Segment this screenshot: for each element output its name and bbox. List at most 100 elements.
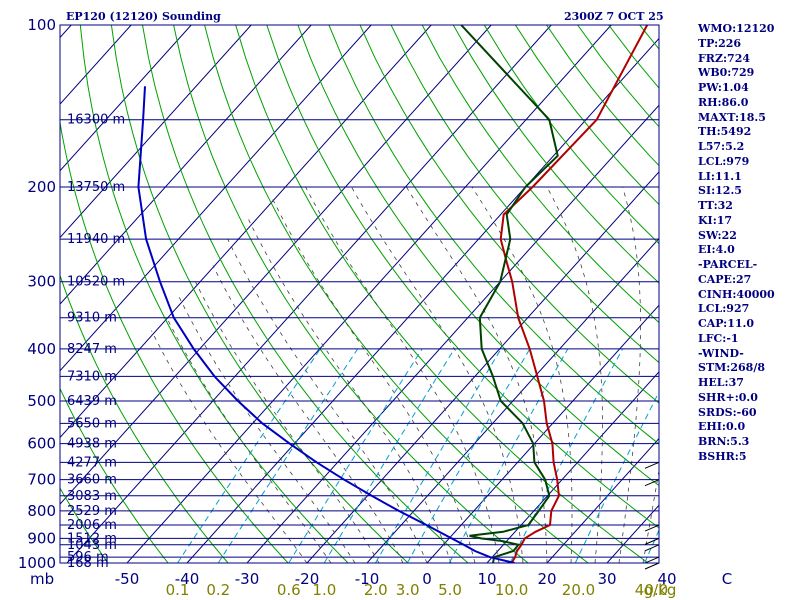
height-label: 7310 m bbox=[67, 369, 117, 384]
mixing-ratio-label: 1.0 bbox=[312, 581, 336, 599]
index-value: HEL:37 bbox=[698, 376, 744, 389]
indices-panel: WMO:12120 TP:226 FRZ:724 WB0:729 PW:1.04 RH:8… bbox=[698, 22, 798, 465]
wind-barbs bbox=[644, 461, 660, 570]
height-label: 3083 m bbox=[67, 489, 117, 504]
temperature-tick-label: -30 bbox=[235, 570, 260, 588]
plot-frame bbox=[59, 24, 660, 564]
temperature-tick-label: 30 bbox=[597, 570, 616, 588]
height-label: 596 m bbox=[67, 550, 109, 565]
pressure-tick-label: 500 bbox=[27, 392, 56, 410]
height-label: 11940 m bbox=[67, 232, 125, 247]
wind-barb bbox=[644, 537, 660, 545]
index-value: RH:86.0 bbox=[698, 95, 749, 109]
mixing-ratio-label: 0.6 bbox=[277, 581, 301, 599]
pressure-tick-label: 600 bbox=[27, 435, 56, 453]
background-lines bbox=[60, 25, 659, 563]
isotherm bbox=[60, 25, 252, 239]
height-label: 4938 m bbox=[67, 437, 117, 452]
temperature-tick-label: -10 bbox=[355, 570, 380, 588]
moist-adiabat bbox=[227, 238, 428, 563]
height-label: 16300 m bbox=[67, 113, 125, 128]
height-label: 1512 m bbox=[67, 531, 117, 546]
index-value: LCL:979 bbox=[698, 154, 750, 168]
index-value: CINH:40000 bbox=[698, 287, 775, 301]
moist-adiabat bbox=[271, 198, 476, 563]
moist-adiabat bbox=[151, 330, 308, 563]
mixing-ratio-line bbox=[217, 348, 359, 563]
index-value: L57:5.2 bbox=[698, 140, 745, 153]
mixing-ratio-label: 40.0 bbox=[635, 581, 668, 599]
moist-adiabat bbox=[178, 296, 356, 563]
pressure-tick-label: 200 bbox=[27, 178, 56, 196]
mixing-ratio-label: 10.0 bbox=[495, 581, 528, 599]
axis-labels: 0.1 0.2 0.6 1.0 2.0 3.0 5.0 10.0 20.0 40.0g/kg100… bbox=[18, 16, 732, 599]
wind-barb bbox=[644, 461, 660, 469]
index-value: EI:4.0 bbox=[698, 243, 735, 257]
index-value: -PARCEL- bbox=[698, 258, 758, 271]
isotherm bbox=[60, 25, 312, 305]
height-label: 2006 m bbox=[67, 518, 117, 533]
index-value: SI:12.5 bbox=[698, 184, 742, 198]
isotherm bbox=[60, 25, 192, 172]
height-label: 3660 m bbox=[67, 473, 117, 488]
wind-barb bbox=[644, 524, 660, 532]
index-value: BSHR:5 bbox=[698, 449, 747, 463]
isotherm bbox=[546, 437, 659, 563]
moist-adiabat bbox=[351, 186, 524, 563]
index-value: LFC:-1 bbox=[698, 331, 739, 345]
isotherm bbox=[60, 25, 372, 372]
height-label: 4277 m bbox=[67, 455, 117, 470]
height-label: 10520 m bbox=[67, 275, 125, 290]
pressure-tick-label: 700 bbox=[27, 471, 56, 489]
temperature-tick-label: 40 bbox=[657, 570, 676, 588]
temperature-tick-label: -20 bbox=[295, 570, 320, 588]
dry-adiabat bbox=[79, 25, 349, 563]
height-label: 8247 m bbox=[67, 342, 117, 357]
index-value: KI:17 bbox=[698, 213, 733, 227]
isotherm bbox=[60, 25, 492, 505]
isotherm bbox=[66, 25, 552, 563]
wind-barb bbox=[644, 562, 660, 570]
pressure-tick-label: 1000 bbox=[18, 554, 56, 572]
dry-adiabat bbox=[204, 25, 589, 563]
temperature-unit: C bbox=[722, 570, 732, 588]
chart-title: EP120 (12120) Sounding bbox=[66, 10, 221, 23]
height-label: 13750 m bbox=[67, 180, 125, 195]
valid-time: 2300Z 7 OCT 25 bbox=[564, 10, 664, 23]
index-value: CAPE:27 bbox=[698, 272, 752, 286]
index-value: -WIND- bbox=[698, 346, 744, 360]
sounding-profiles bbox=[137, 25, 649, 563]
temperature-tick-label: 20 bbox=[537, 570, 556, 588]
dry-adiabat bbox=[173, 25, 529, 563]
wind-barb bbox=[644, 479, 660, 487]
index-value: LI:11.1 bbox=[698, 169, 742, 183]
moist-adiabat bbox=[195, 281, 380, 563]
mixing-ratio-label: 0.2 bbox=[206, 581, 230, 599]
temperature-tick-label: 10 bbox=[477, 570, 496, 588]
pressure-tick-label: 100 bbox=[27, 16, 56, 34]
height-label: 168 m bbox=[67, 556, 109, 571]
moist-adiabat bbox=[618, 186, 641, 563]
index-value: SRDS:-60 bbox=[698, 405, 757, 419]
wind-barb bbox=[644, 556, 660, 564]
mixing-ratio-unit: g/kg bbox=[644, 581, 677, 599]
index-value: TP:226 bbox=[698, 36, 742, 50]
mixing-ratio-label: 5.0 bbox=[438, 581, 462, 599]
isotherm bbox=[186, 37, 659, 563]
index-value: TH:5492 bbox=[698, 125, 752, 139]
mixing-ratio-label: 20.0 bbox=[562, 581, 595, 599]
index-value: STM:268/8 bbox=[698, 361, 765, 375]
index-value: FRZ:724 bbox=[698, 51, 751, 65]
index-value: PW:1.04 bbox=[698, 81, 749, 94]
index-value: SHR+:0.0 bbox=[698, 390, 758, 404]
dewpoint-trace bbox=[460, 25, 559, 563]
mixing-ratio-label: 0.1 bbox=[166, 581, 190, 599]
index-value: CAP:11.0 bbox=[698, 317, 755, 330]
pressure-tick-label: 400 bbox=[27, 340, 56, 358]
moist-adiabat bbox=[248, 219, 452, 563]
mixing-ratio-label: 3.0 bbox=[396, 581, 420, 599]
index-value: WB0:729 bbox=[698, 66, 755, 80]
height-label: 2529 m bbox=[67, 504, 117, 519]
pressure-tick-label: 800 bbox=[27, 502, 56, 520]
